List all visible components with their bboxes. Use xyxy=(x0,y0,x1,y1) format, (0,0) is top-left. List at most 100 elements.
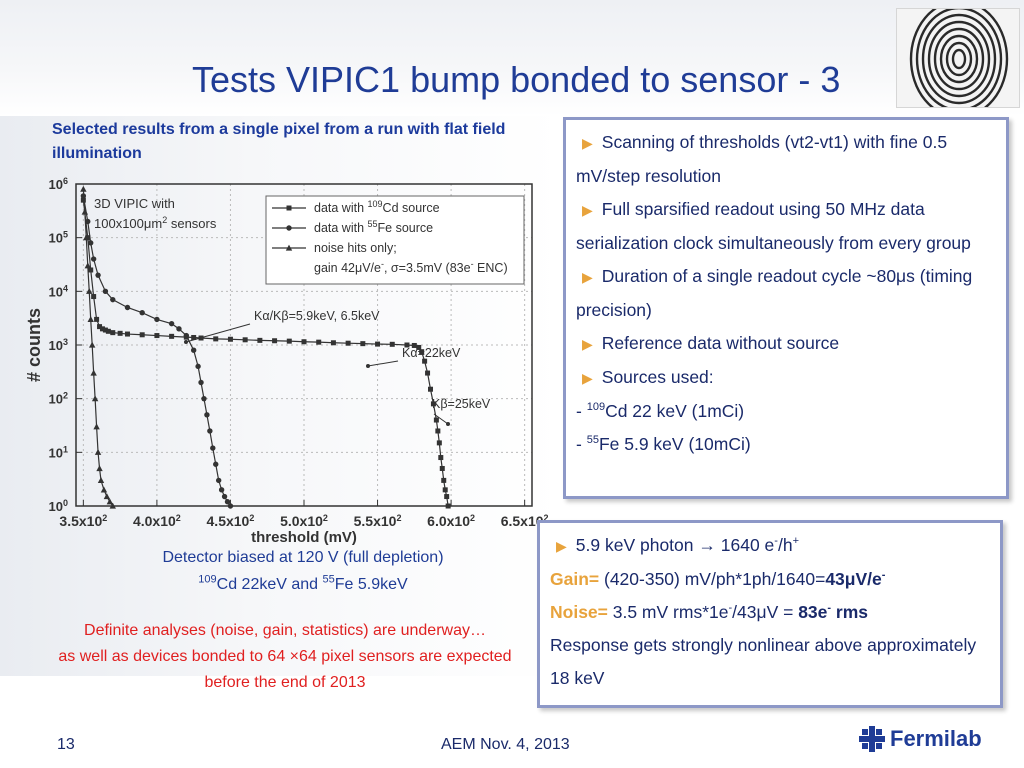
triangle-marker xyxy=(81,208,89,215)
triangle-marker xyxy=(93,423,100,430)
right-arrow-icon: → xyxy=(698,535,716,555)
bullet-arrow-icon: ▶ xyxy=(556,538,567,554)
legend-label: noise hits only; xyxy=(314,241,397,255)
square-marker xyxy=(139,332,145,338)
axis-ticks: 3.5x102 4.0x102 4.5x102 5.0x102 5.5x102 6.0x1… xyxy=(49,176,549,529)
bullet-arrow-icon: ▶ xyxy=(582,269,593,285)
circle-marker xyxy=(210,445,216,451)
square-marker xyxy=(375,341,381,347)
triangle-marker xyxy=(103,493,111,500)
square-marker xyxy=(428,386,434,392)
square-marker xyxy=(433,417,439,423)
circle-marker xyxy=(139,309,145,316)
y-tick-label: 106 xyxy=(49,176,68,192)
fermilab-logo: Fermilab xyxy=(858,725,998,755)
source-fe: - 55Fe 5.9 keV (10mCi) xyxy=(576,434,751,454)
triangle-marker xyxy=(84,262,91,269)
circle-marker xyxy=(213,461,219,467)
source-cd: - 109Cd 22 keV (1mCi) xyxy=(576,401,745,421)
circle-marker xyxy=(286,225,292,231)
circle-marker xyxy=(90,256,97,262)
square-marker xyxy=(301,339,307,345)
circle-marker xyxy=(215,477,222,484)
threshold-scan-chart: 3D VIPIC with 100x100μm2 sensors 3.5x102 4… xyxy=(24,176,549,546)
annotation-arrowhead xyxy=(366,364,370,368)
annotation-label: Kα/Kβ=5.9keV, 6.5keV xyxy=(254,309,380,323)
circle-marker xyxy=(204,412,210,418)
annotation-arrow xyxy=(185,323,251,343)
note-line-1: Definite analyses (noise, gain, statisti… xyxy=(84,622,486,639)
square-marker xyxy=(411,342,417,348)
gain-noise-box: ▶ 5.9 keV photon → 1640 e-/h+ Gain= (420-… xyxy=(537,520,1003,708)
square-marker xyxy=(91,294,97,300)
series-layer: 3D VIPIC with 100x100μm2 sensors xyxy=(80,185,451,509)
circle-marker xyxy=(183,332,190,339)
triangle-marker xyxy=(88,341,96,348)
circle-marker xyxy=(207,428,213,434)
square-marker xyxy=(330,340,336,346)
y-tick-label: 104 xyxy=(49,283,68,299)
note-line-2: as well as devices bonded to 64 ×64 pixe… xyxy=(58,648,512,691)
x-tick-label: 6.5x102 xyxy=(501,513,549,529)
x-tick-label: 4.5x102 xyxy=(207,513,255,529)
legend-label: data with 55Fe source xyxy=(314,219,433,235)
square-marker xyxy=(191,334,197,340)
triangle-marker xyxy=(106,498,114,505)
square-marker xyxy=(102,327,108,333)
triangle-marker xyxy=(97,476,105,483)
square-marker xyxy=(213,336,219,342)
y-tick-label: 100 xyxy=(49,498,68,514)
bullet-arrow-icon: ▶ xyxy=(582,370,593,386)
triangle-marker xyxy=(91,395,99,402)
caption-line-2: 109Cd 22keV and 55Fe 5.9keV xyxy=(198,573,408,593)
square-marker xyxy=(286,205,292,211)
y-tick-label: 102 xyxy=(49,391,68,407)
chart-grid xyxy=(76,183,532,507)
triangle-marker xyxy=(94,448,102,455)
x-tick-label: 6.0x102 xyxy=(427,513,475,529)
circle-marker xyxy=(221,493,228,500)
x-axis-label: threshold (mV) xyxy=(251,529,357,546)
detector-caption: Detector biased at 120 V (full depletion… xyxy=(78,544,528,598)
triangle-marker xyxy=(86,287,93,294)
annotation-arrowhead xyxy=(184,340,188,344)
bullet-sources: ▶ Sources used: xyxy=(582,367,714,387)
x-tick-label: 4.0x102 xyxy=(133,513,181,529)
square-marker xyxy=(94,316,100,322)
circle-marker xyxy=(102,288,109,295)
triangle-marker xyxy=(83,234,90,241)
y-tick-label: 105 xyxy=(49,230,68,246)
nonlinear-line: Response gets strongly nonlinear above a… xyxy=(550,635,977,688)
square-marker xyxy=(416,344,422,350)
square-marker xyxy=(430,401,436,407)
square-marker xyxy=(422,358,428,364)
noise-line: Noise= 3.5 mV rms*1e-/43μV = 83e- rms xyxy=(550,602,869,622)
series-circle xyxy=(80,193,234,509)
square-marker xyxy=(360,341,366,347)
triangle-marker xyxy=(87,315,94,322)
square-marker xyxy=(124,331,130,337)
chart-legend: data with 109Cd source data with 55Fe sou… xyxy=(265,195,525,285)
square-marker xyxy=(345,340,351,346)
annotation-arrow xyxy=(433,413,449,425)
circle-marker xyxy=(201,395,207,402)
photon-line: ▶ 5.9 keV photon → 1640 e-/h+ xyxy=(556,535,799,555)
square-marker xyxy=(110,330,116,336)
square-marker xyxy=(436,440,442,446)
chart-annotations: Kα/Kβ=5.9keV, 6.5keV Kα=22keV Kβ=25keV xyxy=(184,309,491,426)
square-marker xyxy=(80,197,86,203)
legend-label: data with 109Cd source xyxy=(314,199,440,215)
square-marker xyxy=(169,333,175,339)
square-marker xyxy=(286,338,292,344)
square-marker xyxy=(419,349,425,355)
square-marker xyxy=(439,465,445,471)
readout-details-box: ▶ Scanning of thresholds (vt2-vt1) with f… xyxy=(563,117,1009,499)
circle-marker xyxy=(95,272,101,278)
series-square xyxy=(80,197,451,509)
circle-marker xyxy=(176,326,182,332)
annotation-label: Kα=22keV xyxy=(402,346,461,360)
square-marker xyxy=(227,336,233,342)
square-marker xyxy=(425,370,431,376)
triangle-marker xyxy=(285,244,293,251)
triangle-marker xyxy=(96,465,103,472)
